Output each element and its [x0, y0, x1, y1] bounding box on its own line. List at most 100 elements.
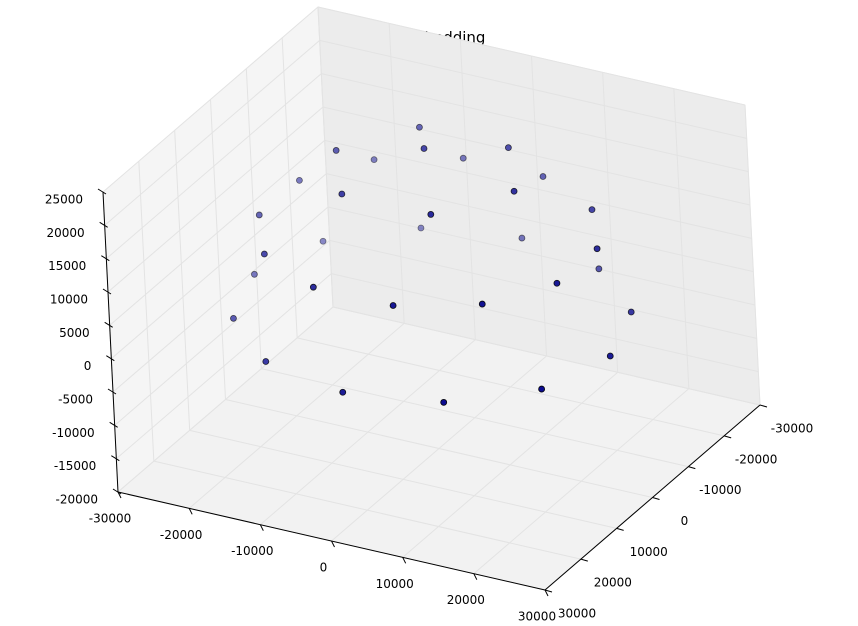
x-tick — [473, 573, 478, 580]
grid-line — [744, 104, 761, 406]
z-tick — [101, 255, 110, 262]
x-tick — [331, 540, 335, 548]
y-tick — [688, 466, 696, 470]
y-tick — [544, 589, 553, 593]
grid-line — [116, 273, 332, 460]
point — [420, 145, 428, 152]
point — [251, 270, 258, 278]
grid-line — [329, 239, 757, 339]
z-tick-label: -10000 — [52, 426, 95, 440]
grid-line — [109, 139, 325, 326]
y-tick — [759, 404, 768, 408]
grid-line — [317, 6, 334, 308]
z-tick-label: -15000 — [54, 459, 97, 473]
z-tick-label: 20000 — [46, 226, 84, 240]
z-tick-label: -5000 — [58, 393, 93, 407]
point — [296, 176, 303, 184]
z-tick — [99, 221, 108, 228]
grid-line — [138, 161, 155, 462]
z-tick — [102, 288, 112, 295]
grid-line — [321, 73, 749, 173]
z-tick — [112, 488, 122, 495]
z-axis-line — [102, 191, 119, 493]
grid-line — [104, 39, 320, 226]
z-tick-label: -20000 — [55, 493, 98, 507]
point — [417, 224, 425, 232]
y-tick-label: 20000 — [594, 576, 632, 590]
y-tick-label: 10000 — [630, 545, 668, 559]
point — [440, 398, 448, 406]
y-tick-label: 30000 — [558, 607, 596, 621]
grid-line — [602, 72, 619, 373]
y-tick — [724, 435, 732, 439]
y-tick-label: -20000 — [735, 452, 778, 466]
grid-line — [297, 337, 725, 437]
point — [319, 237, 327, 245]
point — [539, 173, 547, 180]
z-tick — [111, 455, 120, 462]
point — [338, 190, 346, 198]
point — [332, 147, 340, 154]
point — [260, 250, 268, 258]
grid-line — [102, 6, 319, 193]
point — [588, 206, 596, 214]
grid-line — [327, 206, 756, 306]
point — [538, 385, 546, 393]
grid-line — [153, 460, 581, 560]
z-tick-label: 10000 — [50, 293, 88, 307]
point — [504, 144, 512, 152]
grid-line — [673, 88, 690, 389]
point — [510, 187, 518, 195]
grid-line — [117, 306, 334, 493]
z-tick — [104, 321, 113, 328]
y-tick-label: -30000 — [771, 422, 814, 436]
grid-line — [319, 39, 747, 139]
point — [339, 388, 347, 396]
z-tick-label: 15000 — [48, 259, 86, 273]
grid-line — [261, 368, 689, 468]
point — [593, 245, 601, 253]
grid-line — [332, 306, 761, 406]
point — [553, 279, 561, 287]
point — [595, 265, 603, 273]
point — [262, 358, 270, 365]
x-tick — [259, 524, 264, 531]
point — [416, 123, 423, 131]
x-tick-label: -20000 — [160, 528, 203, 542]
x-tick-label: 20000 — [447, 593, 485, 607]
grid-line — [114, 239, 330, 426]
y-tick — [616, 527, 624, 531]
point — [627, 308, 635, 316]
point — [478, 300, 486, 308]
grid-line — [210, 99, 226, 400]
grid-line — [106, 73, 322, 260]
grid-line — [322, 106, 751, 206]
grid-line — [531, 55, 547, 357]
x-tick-label: -10000 — [231, 544, 274, 558]
z-tick-label: 5000 — [59, 326, 90, 340]
x-tick — [402, 557, 407, 564]
x-tick — [188, 508, 193, 515]
grid-line — [317, 6, 746, 106]
z-tick — [109, 421, 118, 428]
x-tick-label: 30000 — [518, 610, 556, 624]
point — [255, 211, 263, 219]
z-tick — [97, 188, 107, 195]
y-tick — [580, 558, 588, 562]
grid-line — [111, 173, 327, 360]
z-tick — [107, 388, 117, 395]
grid-line — [281, 37, 298, 338]
point — [606, 352, 614, 360]
grid-line — [112, 206, 329, 393]
y-tick — [652, 497, 660, 500]
grid-line — [189, 429, 617, 529]
grid-line — [326, 173, 754, 273]
x-tick-label: -30000 — [89, 512, 132, 526]
point — [370, 156, 378, 164]
y-tick-label: -10000 — [699, 483, 742, 497]
point — [389, 302, 397, 309]
grid-line — [459, 39, 476, 340]
grid-line — [388, 23, 405, 324]
grid-line — [225, 399, 653, 498]
